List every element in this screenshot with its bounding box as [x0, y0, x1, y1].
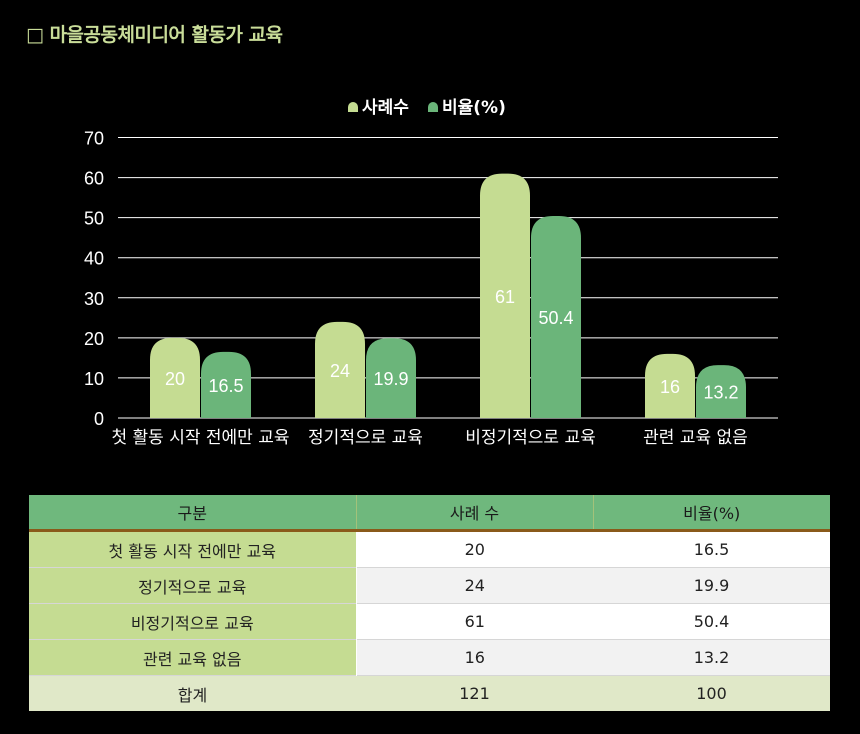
bar: [696, 365, 746, 418]
data-label: 50.4: [538, 308, 573, 328]
table-cell-ratio: 16.5: [593, 530, 830, 568]
table-cell-category: 정기적으로 교육: [29, 567, 357, 604]
table-header-row: 구분 사례 수 비율(%): [29, 495, 830, 532]
table-cell-count: 20: [356, 530, 593, 568]
table-header-ratio: 비율(%): [592, 495, 830, 532]
y-tick-label: 70: [84, 129, 104, 149]
y-tick-label: 30: [84, 289, 104, 309]
table-row: 비정기적으로 교육 61 50.4: [29, 603, 830, 640]
table-cell-ratio: 19.9: [593, 567, 830, 604]
table-cell-category: 비정기적으로 교육: [29, 603, 357, 640]
data-label: 61: [495, 287, 515, 307]
table-total-count: 121: [356, 675, 593, 711]
data-label: 19.9: [373, 369, 408, 389]
legend-swatch: [348, 102, 358, 112]
table-row: 관련 교육 없음 16 13.2: [29, 639, 830, 676]
table-cell-count: 24: [356, 567, 593, 604]
table-cell-ratio: 50.4: [593, 603, 830, 640]
x-tick-label: 첫 활동 시작 전에만 교육: [111, 428, 289, 448]
legend-swatch: [428, 102, 438, 112]
x-tick-label: 관련 교육 없음: [643, 428, 748, 448]
table-total-ratio: 100: [593, 675, 830, 711]
bar: [480, 173, 530, 418]
legend-label: 비율(%): [442, 98, 506, 118]
table-row: 첫 활동 시작 전에만 교육 20 16.5: [29, 530, 830, 568]
data-label: 20: [165, 369, 185, 389]
bar-chart: 0 10 20 30 40 50 60 70 사례수 비율(%) 20 16.5 첫 활동 시작 전에만…: [84, 98, 778, 448]
data-label: 16: [660, 377, 680, 397]
y-tick-label: 10: [84, 369, 104, 389]
y-tick-label: 40: [84, 249, 104, 269]
table-cell-category: 첫 활동 시작 전에만 교육: [29, 530, 357, 568]
bar: [531, 216, 581, 418]
page-title: □ 마을공동체미디어 활동가 교육: [26, 24, 283, 46]
data-label: 24: [330, 361, 350, 381]
bar: [201, 351, 251, 418]
y-tick-label: 50: [84, 209, 104, 229]
data-label: 13.2: [703, 383, 738, 403]
bar: [645, 353, 695, 418]
table-cell-count: 61: [356, 603, 593, 640]
table-cell-ratio: 13.2: [593, 639, 830, 676]
bar: [150, 337, 200, 418]
data-table: 구분 사례 수 비율(%) 첫 활동 시작 전에만 교육 20 16.5 정기적…: [29, 495, 830, 711]
x-tick-label: 비정기적으로 교육: [465, 428, 596, 448]
legend-label: 사례수: [362, 98, 409, 118]
table-cell-count: 16: [356, 639, 593, 676]
table-cell-category: 관련 교육 없음: [29, 639, 357, 676]
y-tick-label: 0: [94, 409, 104, 429]
table-total-row: 합계 121 100: [29, 675, 830, 711]
table-total-label: 합계: [29, 675, 356, 711]
table-row: 정기적으로 교육 24 19.9: [29, 567, 830, 604]
y-tick-label: 20: [84, 329, 104, 349]
bar: [315, 321, 365, 418]
x-tick-label: 정기적으로 교육: [308, 428, 423, 448]
table-header-category: 구분: [29, 495, 356, 532]
data-label: 16.5: [208, 376, 243, 396]
y-tick-label: 60: [84, 169, 104, 189]
table-header-count: 사례 수: [355, 495, 593, 532]
bar: [366, 338, 416, 418]
